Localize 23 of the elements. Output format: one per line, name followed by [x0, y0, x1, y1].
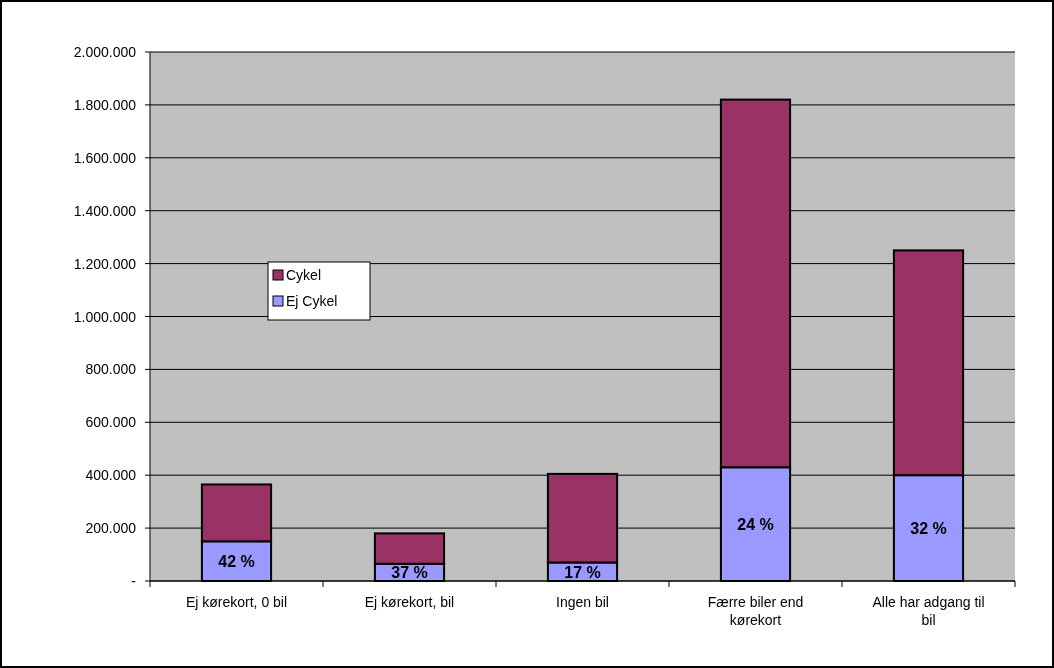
annotation: 42 % — [218, 553, 255, 571]
y-tick-label: - — [131, 573, 137, 589]
x-tick-label: Ingen bil — [556, 594, 609, 610]
x-tick-label: Ej kørekort, 0 bil — [185, 594, 288, 610]
annotation: 24 % — [737, 516, 774, 534]
y-tick-label: 1.600.000 — [73, 149, 137, 166]
annotation: 17 % — [564, 563, 601, 581]
x-tick-label: Ej kørekort, bil — [364, 594, 455, 610]
annotation: 37 % — [391, 564, 428, 581]
y-tick-label: 1.000.000 — [73, 308, 137, 325]
x-tick-label: Færre biler end kørekort — [707, 594, 804, 628]
y-tick-label: 1.400.000 — [73, 202, 137, 219]
y-tick-label: 200.000 — [85, 520, 137, 537]
legend-label: Cykel — [286, 267, 322, 283]
y-tick-label: 2.000.000 — [73, 44, 137, 60]
y-tick-label: 400.000 — [85, 467, 137, 484]
legend-label: Ej Cykel — [286, 293, 338, 309]
annotation: 32 % — [910, 520, 947, 538]
y-tick-label: 600.000 — [85, 414, 137, 431]
x-tick-label: Alle har adgang til bil — [872, 594, 985, 628]
y-tick-label: 1.800.000 — [73, 96, 137, 113]
y-tick-label: 1.200.000 — [73, 255, 137, 272]
y-tick-label: 800.000 — [85, 361, 137, 378]
